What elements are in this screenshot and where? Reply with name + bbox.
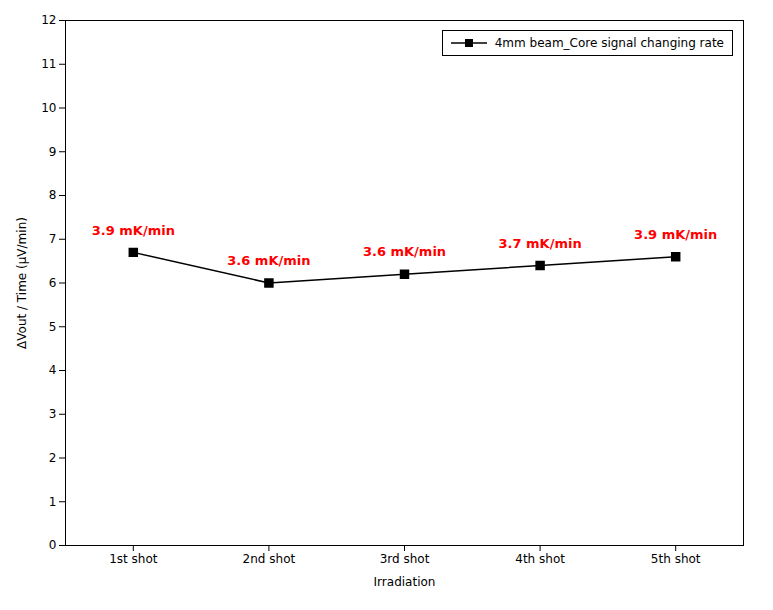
svg-text:6: 6: [49, 276, 57, 290]
svg-text:2: 2: [49, 451, 57, 465]
svg-text:10: 10: [41, 101, 56, 115]
svg-text:Irradiation: Irradiation: [374, 575, 436, 589]
svg-text:3rd shot: 3rd shot: [380, 552, 430, 566]
svg-text:1: 1: [49, 495, 57, 509]
svg-text:3.6 mK/min: 3.6 mK/min: [227, 253, 310, 268]
svg-text:2nd shot: 2nd shot: [243, 552, 296, 566]
svg-text:9: 9: [49, 145, 57, 159]
svg-text:3.9 mK/min: 3.9 mK/min: [92, 223, 175, 238]
svg-text:3.6 mK/min: 3.6 mK/min: [363, 244, 446, 259]
svg-text:4th shot: 4th shot: [515, 552, 565, 566]
svg-text:8: 8: [49, 188, 57, 202]
svg-text:5: 5: [49, 320, 57, 334]
svg-text:11: 11: [41, 57, 56, 71]
svg-text:3.9 mK/min: 3.9 mK/min: [634, 227, 717, 242]
svg-text:1st shot: 1st shot: [109, 552, 158, 566]
svg-text:3.7 mK/min: 3.7 mK/min: [499, 236, 582, 251]
svg-text:12: 12: [41, 13, 56, 27]
svg-text:7: 7: [49, 232, 57, 246]
html-text:4mm beam_Core signal changing: 4mm beam_Core signal changing rate: [494, 36, 724, 50]
svg-text:5th shot: 5th shot: [651, 552, 701, 566]
svg-text:4: 4: [49, 363, 57, 377]
svg-text:ΔVout / Time (μV/min): ΔVout / Time (μV/min): [15, 217, 29, 349]
svg-text:3: 3: [49, 407, 57, 421]
svg-text:0: 0: [49, 538, 57, 552]
